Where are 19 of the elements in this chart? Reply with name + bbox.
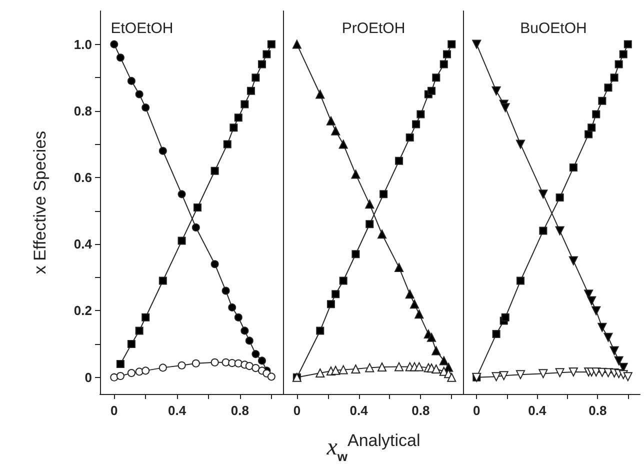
y-tick-label: 0.2 <box>74 303 92 318</box>
text: PrOEtOH <box>342 20 406 37</box>
x-tick-label: 0.8 <box>230 403 250 418</box>
x-tick-label: 0 <box>110 403 118 418</box>
x-tick-label: 0.4 <box>350 403 369 418</box>
y-tick-label: 0.8 <box>74 103 92 118</box>
x-tick-label: 0 <box>293 403 301 418</box>
y-tick-label: 0.4 <box>74 236 93 252</box>
x-tick-label: 0 <box>473 403 480 418</box>
y-tick-label: 1.0 <box>74 36 92 52</box>
x-tick-label: 0.8 <box>412 403 430 418</box>
x-tick-label: 0.8 <box>588 403 607 418</box>
y-tick-label: 0.6 <box>74 170 92 186</box>
text: BuOEtOH <box>520 20 587 37</box>
y-tick-label: 0 <box>84 370 92 385</box>
x-tick-label: 0.4 <box>168 403 187 418</box>
x-tick-label: 0.4 <box>528 403 547 418</box>
y-axis-title: x Effective Species <box>30 130 50 274</box>
text: EtOEtOH <box>110 20 174 37</box>
